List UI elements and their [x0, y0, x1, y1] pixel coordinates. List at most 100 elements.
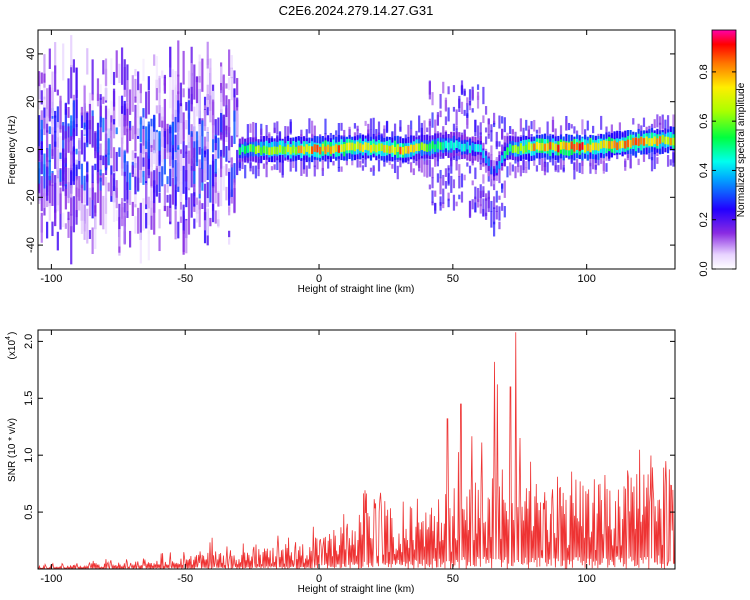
spectrogram-cell [112, 71, 116, 86]
spectrogram-cell [139, 83, 142, 104]
spectrogram-cell [118, 95, 121, 127]
spectrogram-cell [217, 190, 220, 207]
spectrogram-cell [474, 167, 477, 180]
spectrogram-cell [493, 122, 496, 128]
spectrogram-ridge-cell [340, 144, 343, 153]
spectrogram-cell [80, 112, 84, 129]
spectrogram-cell [46, 88, 49, 117]
spectrogram-ridge-cell [359, 143, 362, 151]
snr-multiplier-exponent: 4 [5, 336, 12, 340]
spectrogram-ridge-cell [423, 143, 426, 152]
spectrogram-cell [67, 211, 70, 221]
spectrogram-cell [262, 163, 266, 169]
spectrogram-ridge-cell [246, 145, 249, 153]
spectrogram-cell [281, 160, 284, 178]
spectrogram-cell [120, 95, 124, 115]
y-tick-label: 40 [25, 48, 37, 60]
spectrogram-ridge-cell [666, 136, 670, 145]
spectrogram-cell [163, 184, 166, 211]
spectrogram-cell [372, 166, 375, 171]
spectrogram-cell [327, 155, 330, 169]
spectrogram-cell [294, 153, 298, 172]
spectrogram-cell [618, 122, 621, 131]
spectrogram-cell [484, 193, 488, 201]
spectrogram-cell [230, 157, 233, 168]
spectrogram-cell [206, 41, 209, 69]
spectrogram-cell [228, 230, 231, 238]
spectrogram-ridge-cell [645, 136, 648, 145]
spectrogram-cell [484, 212, 488, 220]
spectrogram-cell [142, 120, 145, 154]
spectrogram-cell [56, 178, 59, 212]
spectrogram-cell [629, 159, 632, 169]
spectrogram-cell [466, 113, 469, 119]
spectrogram-cell [70, 198, 73, 231]
spectrogram-cell [126, 182, 129, 200]
spectrogram-cell [565, 119, 568, 131]
spectrogram-cell [487, 196, 490, 213]
spectrogram-cell [211, 203, 215, 223]
spectrogram-cell [249, 154, 252, 169]
spectrogram-cell [91, 227, 94, 255]
spectrogram-ridge-cell [426, 144, 429, 152]
spectrogram-cell [115, 127, 118, 135]
spectrogram-ridge-cell [375, 144, 378, 153]
spectrogram-cell [410, 120, 413, 130]
spectrogram-ridge-cell [281, 146, 284, 154]
spectrogram-ridge-cell [549, 141, 552, 150]
spectrogram-x-label: Height of straight line (km) [298, 284, 415, 295]
spectrogram-cell [479, 190, 482, 207]
spectrogram-cell [38, 71, 41, 87]
spectrogram-ridge-cell [519, 143, 522, 151]
spectrogram-ridge-cell [391, 145, 394, 153]
spectrogram-cell [110, 115, 113, 129]
spectrogram-cell [70, 151, 73, 171]
snr-multiplier-close: ) [7, 332, 18, 335]
spectrogram-cell [225, 146, 228, 162]
spectrogram-cell [434, 190, 437, 197]
spectrogram-cell [313, 165, 316, 177]
spectrogram-cell [538, 127, 541, 134]
spectrogram-cell [96, 146, 100, 184]
spectrogram-cell [96, 130, 100, 153]
spectrogram-cell [203, 183, 207, 221]
colorbar-ticks: 0.0 0.2 0.4 0.6 0.8 [698, 64, 736, 277]
x-tick-label: -100 [40, 273, 62, 285]
spectrogram-cell [96, 78, 100, 101]
spectrogram-ridge-cell [509, 143, 512, 152]
spectrogram-cell [129, 89, 132, 115]
spectrogram-cell [51, 221, 54, 237]
spectrogram-cell [91, 190, 94, 200]
spectrogram-cell [444, 168, 448, 177]
spectrogram-cell [276, 158, 279, 171]
spectrogram-cell [110, 174, 113, 197]
spectrogram-cell [407, 124, 410, 139]
spectrogram-ridge-cell [393, 146, 397, 155]
spectrogram-cell [48, 144, 51, 181]
spectrogram-cell [493, 221, 496, 237]
spectrogram-ridge-cell [484, 155, 488, 164]
spectrogram-cell [203, 157, 207, 182]
spectrogram-cell [163, 98, 166, 129]
spectrogram-cell [482, 86, 485, 105]
spectrogram-cell [455, 201, 458, 207]
spectrogram-cell [155, 56, 158, 89]
spectrogram-cell [642, 117, 646, 127]
spectrogram-ridge-cell [661, 134, 664, 143]
spectrogram-cell [471, 89, 474, 99]
spectrogram-cell [193, 218, 196, 229]
spectrogram-cell [393, 157, 397, 174]
spectrogram-cell [495, 131, 498, 147]
spectrogram-cell [185, 101, 188, 111]
spectrogram-cell [525, 119, 528, 131]
spectrogram-cell [431, 92, 434, 106]
spectrogram-cell [62, 148, 65, 181]
spectrogram-cell [302, 153, 306, 170]
spectrogram-cell [340, 166, 343, 172]
spectrogram-cell [158, 105, 161, 128]
spectrogram-cell [458, 176, 461, 189]
spectrogram-cell [72, 151, 75, 164]
spectrogram-cell [632, 118, 635, 125]
spectrogram-cell [238, 162, 241, 168]
spectrogram-ridge-cell [557, 144, 560, 153]
